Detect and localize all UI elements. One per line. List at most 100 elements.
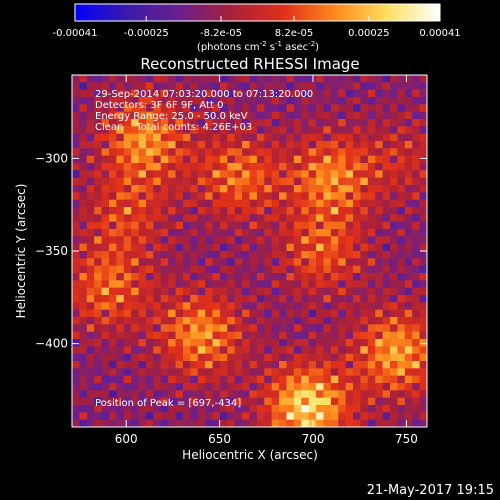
heatmap-cell — [116, 405, 125, 413]
heatmap-cell — [271, 265, 280, 274]
heatmap-cell — [323, 214, 332, 223]
heatmap-cell — [242, 302, 250, 311]
heatmap-cell — [234, 419, 243, 428]
heatmap-cell — [197, 331, 206, 340]
heatmap-cell — [338, 221, 347, 230]
heatmap-cell — [375, 89, 384, 98]
heatmap-cell — [219, 221, 228, 230]
heatmap-cell — [138, 236, 147, 245]
heatmap-cell — [175, 111, 184, 120]
heatmap-cell — [101, 111, 110, 120]
heatmap-cell — [72, 89, 80, 98]
heatmap-cell — [227, 119, 236, 127]
heatmap-cell — [279, 155, 287, 164]
heatmap-cell — [123, 111, 132, 120]
heatmap-cell — [301, 368, 310, 377]
heatmap-cell — [108, 324, 117, 333]
heatmap-cell — [175, 221, 184, 230]
heatmap-cell — [382, 82, 391, 91]
heatmap-cell — [338, 295, 347, 303]
heatmap-cell — [375, 295, 384, 303]
heatmap-cell — [286, 111, 295, 120]
heatmap-cell — [397, 75, 406, 83]
heatmap-cell — [323, 229, 332, 237]
heatmap-cell — [390, 375, 398, 384]
heatmap-cell — [390, 185, 398, 193]
heatmap-cell — [256, 243, 265, 252]
heatmap-cell — [264, 309, 273, 318]
heatmap-cell — [86, 133, 95, 142]
heatmap-cell — [160, 229, 169, 237]
heatmap-cell — [72, 375, 80, 384]
heatmap-cell — [86, 89, 95, 98]
heatmap-cell — [419, 214, 428, 223]
heatmap-cell — [397, 251, 406, 259]
heatmap-cell — [419, 243, 428, 252]
heatmap-cell — [353, 375, 361, 384]
heatmap-cell — [123, 163, 132, 171]
heatmap-cell — [353, 163, 361, 171]
heatmap-cell — [182, 324, 191, 333]
y-tick-label: −350 — [35, 244, 68, 258]
heatmap-cell — [138, 207, 147, 215]
heatmap-cell — [353, 412, 361, 421]
heatmap-cell — [301, 405, 310, 413]
heatmap-cell — [72, 412, 80, 421]
heatmap-cell — [390, 148, 398, 157]
heatmap-cell — [190, 177, 199, 186]
heatmap-cell — [197, 419, 206, 428]
heatmap-cell — [419, 302, 428, 311]
heatmap-cell — [397, 221, 406, 230]
heatmap-cell — [323, 97, 332, 105]
heatmap-cell — [138, 265, 147, 274]
heatmap-cell — [271, 221, 280, 230]
heatmap-cell — [330, 111, 339, 120]
heatmap-cell — [86, 405, 95, 413]
heatmap-cell — [72, 331, 80, 340]
heatmap-cell — [153, 375, 162, 384]
heatmap-cell — [86, 214, 95, 223]
heatmap-cell — [242, 214, 250, 223]
heatmap-cell — [131, 229, 139, 237]
heatmap-cell — [390, 287, 398, 296]
heatmap-cell — [123, 317, 132, 325]
heatmap-cell — [375, 185, 384, 193]
heatmap-cell — [234, 170, 243, 179]
heatmap-cell — [279, 207, 287, 215]
heatmap-cell — [123, 119, 132, 127]
heatmap-cell — [353, 295, 361, 303]
heatmap-cell — [234, 221, 243, 230]
heatmap-cell — [397, 412, 406, 421]
heatmap-cell — [293, 368, 302, 377]
heatmap-cell — [345, 287, 354, 296]
heatmap-cell — [227, 368, 236, 377]
heatmap-cell — [138, 214, 147, 223]
heatmap-cell — [160, 280, 169, 289]
heatmap-cell — [190, 236, 199, 245]
heatmap-cell — [286, 82, 295, 91]
heatmap-cell — [205, 412, 213, 421]
heatmap-cell — [271, 207, 280, 215]
annotation-detectors: Detectors: 3F 6F 9F, Att 0 — [95, 100, 223, 111]
heatmap-cell — [108, 126, 117, 135]
heatmap-cell — [242, 251, 250, 259]
heatmap-cell — [271, 412, 280, 421]
heatmap-cell — [197, 243, 206, 252]
heatmap-cell — [404, 214, 413, 223]
heatmap-cell — [182, 104, 191, 113]
heatmap-cell — [197, 192, 206, 201]
heatmap-cell — [79, 405, 88, 413]
heatmap-cell — [367, 412, 376, 421]
heatmap-cell — [79, 361, 88, 369]
heatmap-cell — [264, 207, 273, 215]
heatmap-cell — [197, 375, 206, 384]
heatmap-cell — [382, 229, 391, 237]
heatmap-cell — [345, 302, 354, 311]
heatmap-cell — [234, 397, 243, 406]
heatmap-cell — [256, 383, 265, 391]
heatmap-cell — [397, 287, 406, 296]
heatmap-cell — [160, 287, 169, 296]
heatmap-cell — [212, 361, 221, 369]
heatmap-cell — [375, 111, 384, 120]
heatmap-cell — [168, 273, 176, 281]
